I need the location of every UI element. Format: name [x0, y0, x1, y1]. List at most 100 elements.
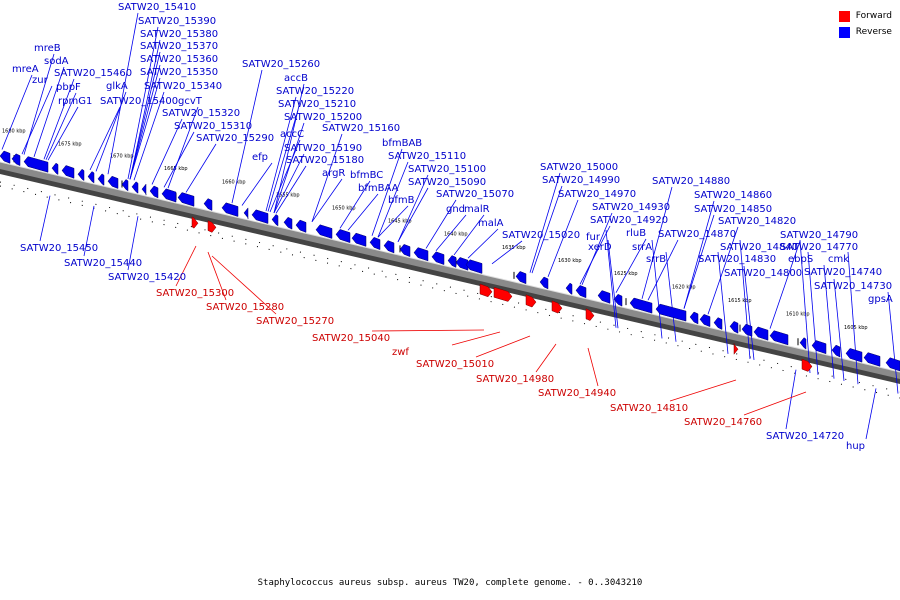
reverse-gene-label[interactable]: SATW20_14870: [658, 229, 736, 240]
reverse-gene-label[interactable]: SATW20_15020: [502, 230, 580, 241]
reverse-gene[interactable]: [77, 168, 85, 182]
reverse-gene-label[interactable]: SATW20_15180: [286, 155, 364, 166]
reverse-gene-label[interactable]: bfmBAA: [358, 183, 399, 194]
reverse-gene-label[interactable]: mreA: [12, 64, 39, 75]
reverse-gene-label[interactable]: SATW20_15160: [322, 123, 400, 134]
reverse-gene[interactable]: [121, 179, 129, 192]
forward-gene[interactable]: [479, 283, 493, 298]
reverse-gene[interactable]: [741, 323, 753, 337]
reverse-gene[interactable]: [515, 271, 527, 285]
reverse-gene-label[interactable]: efp: [252, 152, 268, 163]
forward-gene[interactable]: [207, 220, 217, 233]
reverse-gene[interactable]: [369, 237, 381, 251]
reverse-gene[interactable]: [335, 229, 351, 244]
reverse-gene-label[interactable]: SATW20_15460: [54, 68, 132, 79]
reverse-gene-label[interactable]: hup: [846, 441, 865, 452]
reverse-gene-label[interactable]: bfmBC: [350, 170, 383, 181]
reverse-gene[interactable]: [885, 357, 900, 372]
reverse-gene-label[interactable]: cmk: [828, 254, 849, 265]
reverse-gene[interactable]: [565, 282, 573, 295]
forward-gene[interactable]: [191, 216, 199, 229]
reverse-gene-label[interactable]: ebpS: [788, 254, 813, 265]
reverse-gene[interactable]: [799, 337, 807, 350]
reverse-gene-label[interactable]: gnd: [446, 204, 465, 215]
reverse-gene[interactable]: [863, 352, 881, 367]
reverse-gene[interactable]: [811, 340, 827, 355]
reverse-gene[interactable]: [431, 251, 445, 265]
forward-gene[interactable]: [733, 343, 739, 355]
reverse-gene-label[interactable]: SATW20_15440: [64, 258, 142, 269]
reverse-gene[interactable]: [283, 216, 293, 230]
reverse-gene-label[interactable]: argR: [322, 168, 345, 179]
reverse-gene[interactable]: [455, 257, 469, 271]
reverse-gene[interactable]: [629, 297, 653, 314]
reverse-gene-label[interactable]: malA: [478, 218, 504, 229]
reverse-gene[interactable]: [613, 293, 623, 307]
reverse-gene-label[interactable]: SATW20_14860: [694, 190, 772, 201]
reverse-gene[interactable]: [831, 344, 841, 358]
reverse-gene-label[interactable]: bfmB: [388, 195, 415, 206]
reverse-gene[interactable]: [729, 321, 739, 334]
reverse-gene[interactable]: [23, 156, 49, 173]
reverse-gene-label[interactable]: SATW20_15070: [436, 189, 514, 200]
reverse-gene-label[interactable]: zur: [32, 75, 49, 86]
reverse-gene-label[interactable]: SATW20_15110: [388, 151, 466, 162]
reverse-gene[interactable]: [539, 276, 549, 290]
reverse-gene[interactable]: [0, 150, 11, 164]
reverse-gene-label[interactable]: SATW20_15340: [144, 81, 222, 92]
reverse-gene-label[interactable]: SATW20_15410: [118, 2, 196, 13]
forward-gene-label[interactable]: SATW20_14810: [610, 403, 688, 414]
reverse-gene-label[interactable]: SATW20_15310: [174, 121, 252, 132]
reverse-gene-label[interactable]: mreB: [34, 43, 61, 54]
reverse-gene[interactable]: [11, 153, 21, 167]
reverse-gene-label[interactable]: pbpF: [56, 82, 81, 93]
reverse-gene-label[interactable]: accB: [284, 73, 308, 84]
reverse-gene-label[interactable]: rluB: [626, 228, 646, 239]
reverse-gene[interactable]: [383, 240, 395, 254]
reverse-gene[interactable]: [413, 247, 429, 262]
forward-gene-label[interactable]: SATW20_15010: [416, 359, 494, 370]
reverse-gene[interactable]: [315, 224, 333, 239]
forward-gene[interactable]: [585, 308, 595, 321]
forward-gene[interactable]: [493, 286, 513, 302]
reverse-gene[interactable]: [769, 330, 789, 346]
reverse-gene[interactable]: [351, 232, 367, 247]
reverse-gene[interactable]: [149, 185, 159, 199]
reverse-gene-label[interactable]: SATW20_14830: [698, 254, 776, 265]
reverse-gene-label[interactable]: SATW20_15380: [140, 29, 218, 40]
reverse-gene-label[interactable]: SATW20_14720: [766, 431, 844, 442]
forward-gene-label[interactable]: SATW20_14980: [476, 374, 554, 385]
reverse-gene[interactable]: [251, 209, 269, 224]
forward-gene-label[interactable]: SATW20_14760: [684, 417, 762, 428]
reverse-gene-label[interactable]: SATW20_14740: [804, 267, 882, 278]
reverse-gene-label[interactable]: SATW20_14970: [558, 189, 636, 200]
reverse-gene[interactable]: [107, 175, 119, 189]
reverse-gene-label[interactable]: gpsA: [868, 294, 893, 305]
reverse-gene-label[interactable]: SATW20_14790: [780, 230, 858, 241]
forward-gene-label[interactable]: SATW20_15270: [256, 316, 334, 327]
reverse-gene[interactable]: [575, 285, 587, 299]
reverse-gene[interactable]: [61, 165, 75, 179]
reverse-gene-label[interactable]: rpmG1: [58, 96, 92, 107]
reverse-gene[interactable]: [655, 303, 687, 322]
reverse-gene[interactable]: [203, 198, 213, 211]
reverse-gene[interactable]: [271, 214, 279, 227]
reverse-gene-label[interactable]: SATW20_15350: [140, 67, 218, 78]
reverse-gene-label[interactable]: SATW20_15000: [540, 162, 618, 173]
reverse-gene-label[interactable]: SATW20_15420: [108, 272, 186, 283]
reverse-gene[interactable]: [51, 162, 59, 176]
reverse-gene[interactable]: [699, 314, 711, 328]
reverse-gene-label[interactable]: SATW20_15400: [100, 96, 178, 107]
reverse-gene[interactable]: [753, 326, 769, 341]
reverse-gene-label[interactable]: gcvT: [178, 96, 203, 107]
forward-gene-label[interactable]: SATW20_15040: [312, 333, 390, 344]
reverse-gene-label[interactable]: SATW20_14990: [542, 175, 620, 186]
forward-gene-label[interactable]: zwf: [392, 347, 409, 358]
forward-gene[interactable]: [551, 300, 563, 314]
reverse-gene-label[interactable]: SATW20_14840: [720, 242, 798, 253]
reverse-gene-label[interactable]: SATW20_14820: [718, 216, 796, 227]
reverse-gene-label[interactable]: SATW20_15360: [140, 54, 218, 65]
reverse-gene-label[interactable]: SATW20_15390: [138, 16, 216, 27]
reverse-gene-label[interactable]: SATW20_14800: [724, 268, 802, 279]
reverse-gene[interactable]: [221, 202, 239, 217]
